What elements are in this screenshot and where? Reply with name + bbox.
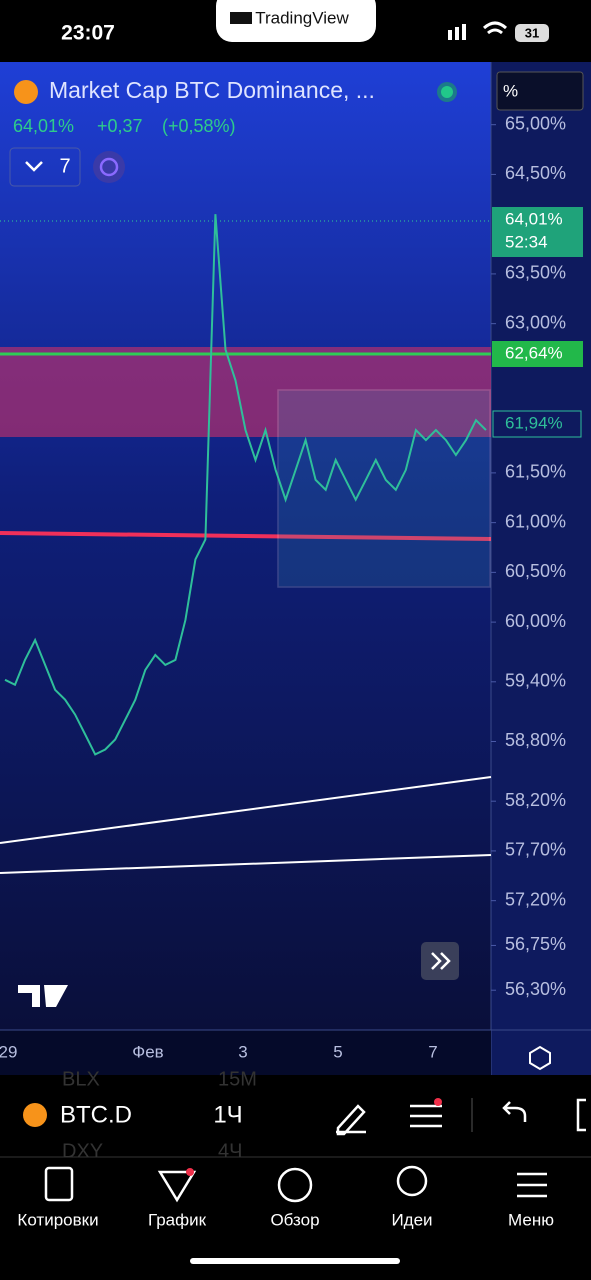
nav-icon xyxy=(517,1172,547,1198)
nav-label[interactable]: Идеи xyxy=(391,1210,432,1229)
y-tick-label: 60,00% xyxy=(505,611,566,631)
scroll-icon xyxy=(431,952,451,970)
wifi xyxy=(482,21,508,35)
notify-dot xyxy=(434,1098,442,1106)
nav-label[interactable]: Меню xyxy=(508,1210,554,1229)
last-value: 64,01% xyxy=(13,116,74,136)
plot xyxy=(4,214,487,756)
nav-icon xyxy=(396,1165,428,1197)
notify-dot xyxy=(186,1168,194,1176)
tv-watermark xyxy=(18,985,68,1007)
signal xyxy=(455,27,459,40)
price-badge xyxy=(492,410,582,438)
y-tick-label: 63,50% xyxy=(505,263,566,283)
y-tick-label: 64,50% xyxy=(505,163,566,183)
tv-logo xyxy=(230,12,252,24)
trend-line xyxy=(0,776,492,844)
chart-pane xyxy=(0,62,491,1030)
y-tick-label: 58,80% xyxy=(505,730,566,750)
nav-icon xyxy=(44,1166,74,1202)
fullscreen[interactable] xyxy=(576,1098,586,1132)
undo[interactable] xyxy=(502,1101,527,1122)
y-tick-label: 58,20% xyxy=(505,790,566,810)
symbol[interactable]: BTC.D xyxy=(60,1101,132,1128)
trend-line xyxy=(0,854,492,874)
app-badge-bg xyxy=(216,0,376,42)
price-badge-label: 62,64% xyxy=(505,343,563,362)
nav-icon xyxy=(157,1170,197,1203)
price-badge-label: 61,94% xyxy=(505,413,563,432)
y-tick-label: 57,70% xyxy=(505,840,566,860)
range-box xyxy=(277,389,491,588)
scale-button[interactable] xyxy=(496,71,584,111)
nav-label[interactable]: Обзор xyxy=(270,1210,319,1229)
y-tick-label: 57,20% xyxy=(505,889,566,909)
btc-icon xyxy=(14,80,38,104)
y-tick-label: 61,50% xyxy=(505,462,566,482)
nav-label[interactable]: Котировки xyxy=(17,1210,98,1229)
price-badge xyxy=(492,207,583,257)
toolbar xyxy=(0,1075,591,1157)
symbol-title: Market Cap BTC Dominance, ... xyxy=(49,77,375,103)
draw-tool[interactable] xyxy=(336,1104,366,1136)
ghost-row: DXY xyxy=(62,1140,103,1162)
y-tick-label: 56,75% xyxy=(505,934,566,954)
x-tick-label: 3 xyxy=(238,1042,247,1061)
ghost-row: 15M xyxy=(218,1068,257,1090)
time-axis xyxy=(0,1030,491,1075)
price-badge-timer: 52:34 xyxy=(505,232,548,251)
zone-rect xyxy=(0,347,491,437)
settings-icon[interactable] xyxy=(529,1045,551,1071)
y-tick-label: 60,50% xyxy=(505,561,566,581)
y-tick-label: 56,30% xyxy=(505,979,566,999)
status-dot xyxy=(441,86,453,98)
x-tick-label: 7 xyxy=(428,1042,437,1061)
x-tick-label: 5 xyxy=(333,1042,342,1061)
signal xyxy=(462,24,466,40)
change: +0,37 xyxy=(97,116,143,136)
app-badge: TradingView xyxy=(255,8,349,27)
sync-button[interactable] xyxy=(93,151,125,183)
y-tick-label: 59,40% xyxy=(505,671,566,691)
chevron xyxy=(25,161,43,172)
clock: 23:07 xyxy=(61,22,115,45)
nav-icon xyxy=(277,1167,313,1203)
x-tick-label: Фев xyxy=(132,1042,163,1061)
y-tick-label: 65,00% xyxy=(505,113,566,133)
ghost-row: BLX xyxy=(62,1068,100,1090)
battery xyxy=(515,24,549,42)
indicator-count: 7 xyxy=(59,155,70,177)
y-tick-label: 63,00% xyxy=(505,312,566,332)
battery-level: 31 xyxy=(525,25,539,40)
indicators-toggle[interactable] xyxy=(9,147,81,187)
nav-label[interactable]: График xyxy=(148,1210,207,1229)
x-tick-label: 29 xyxy=(0,1042,17,1061)
ghost-row: 4Ч xyxy=(218,1140,242,1162)
btc-icon xyxy=(23,1103,47,1127)
signal xyxy=(448,30,452,40)
trend-line xyxy=(0,531,492,541)
interval[interactable]: 1Ч xyxy=(213,1101,242,1128)
home-indicator xyxy=(190,1258,400,1264)
price-line xyxy=(4,214,487,756)
change-pct: (+0,58%) xyxy=(162,116,236,136)
sync-icon xyxy=(99,157,119,177)
price-badge-label: 64,01% xyxy=(505,209,563,228)
y-tick-label: 61,00% xyxy=(505,511,566,531)
indicators-tool[interactable] xyxy=(410,1104,442,1128)
scale-mode: % xyxy=(503,81,518,100)
price-badge xyxy=(492,341,583,367)
